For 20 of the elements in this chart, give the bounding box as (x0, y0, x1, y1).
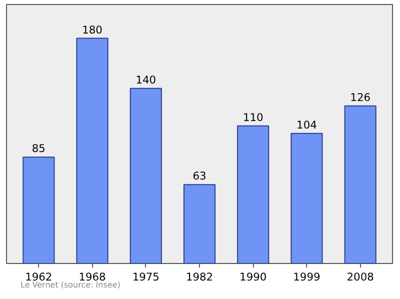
data-label: 180 (82, 23, 103, 36)
bar (183, 184, 216, 264)
x-tick-label: 1975 (132, 270, 160, 284)
bar (344, 105, 376, 264)
bar (130, 88, 162, 264)
data-label: 63 (192, 170, 206, 183)
data-label: 126 (350, 90, 371, 104)
bar (22, 156, 55, 264)
bar (76, 38, 108, 264)
text: Le Vernet (source: Insee) (20, 280, 120, 290)
data-label: 110 (242, 110, 264, 124)
data-label: 85 (32, 142, 46, 156)
data-label: 140 (136, 73, 156, 86)
x-tick-label: 2008 (346, 270, 374, 284)
x-tick-label: 1990 (240, 270, 267, 284)
bar (237, 125, 270, 264)
bar (290, 132, 323, 264)
x-tick-label: 1999 (293, 270, 320, 284)
data-label: 104 (296, 118, 318, 132)
x-tick-label: 1982 (186, 270, 214, 284)
